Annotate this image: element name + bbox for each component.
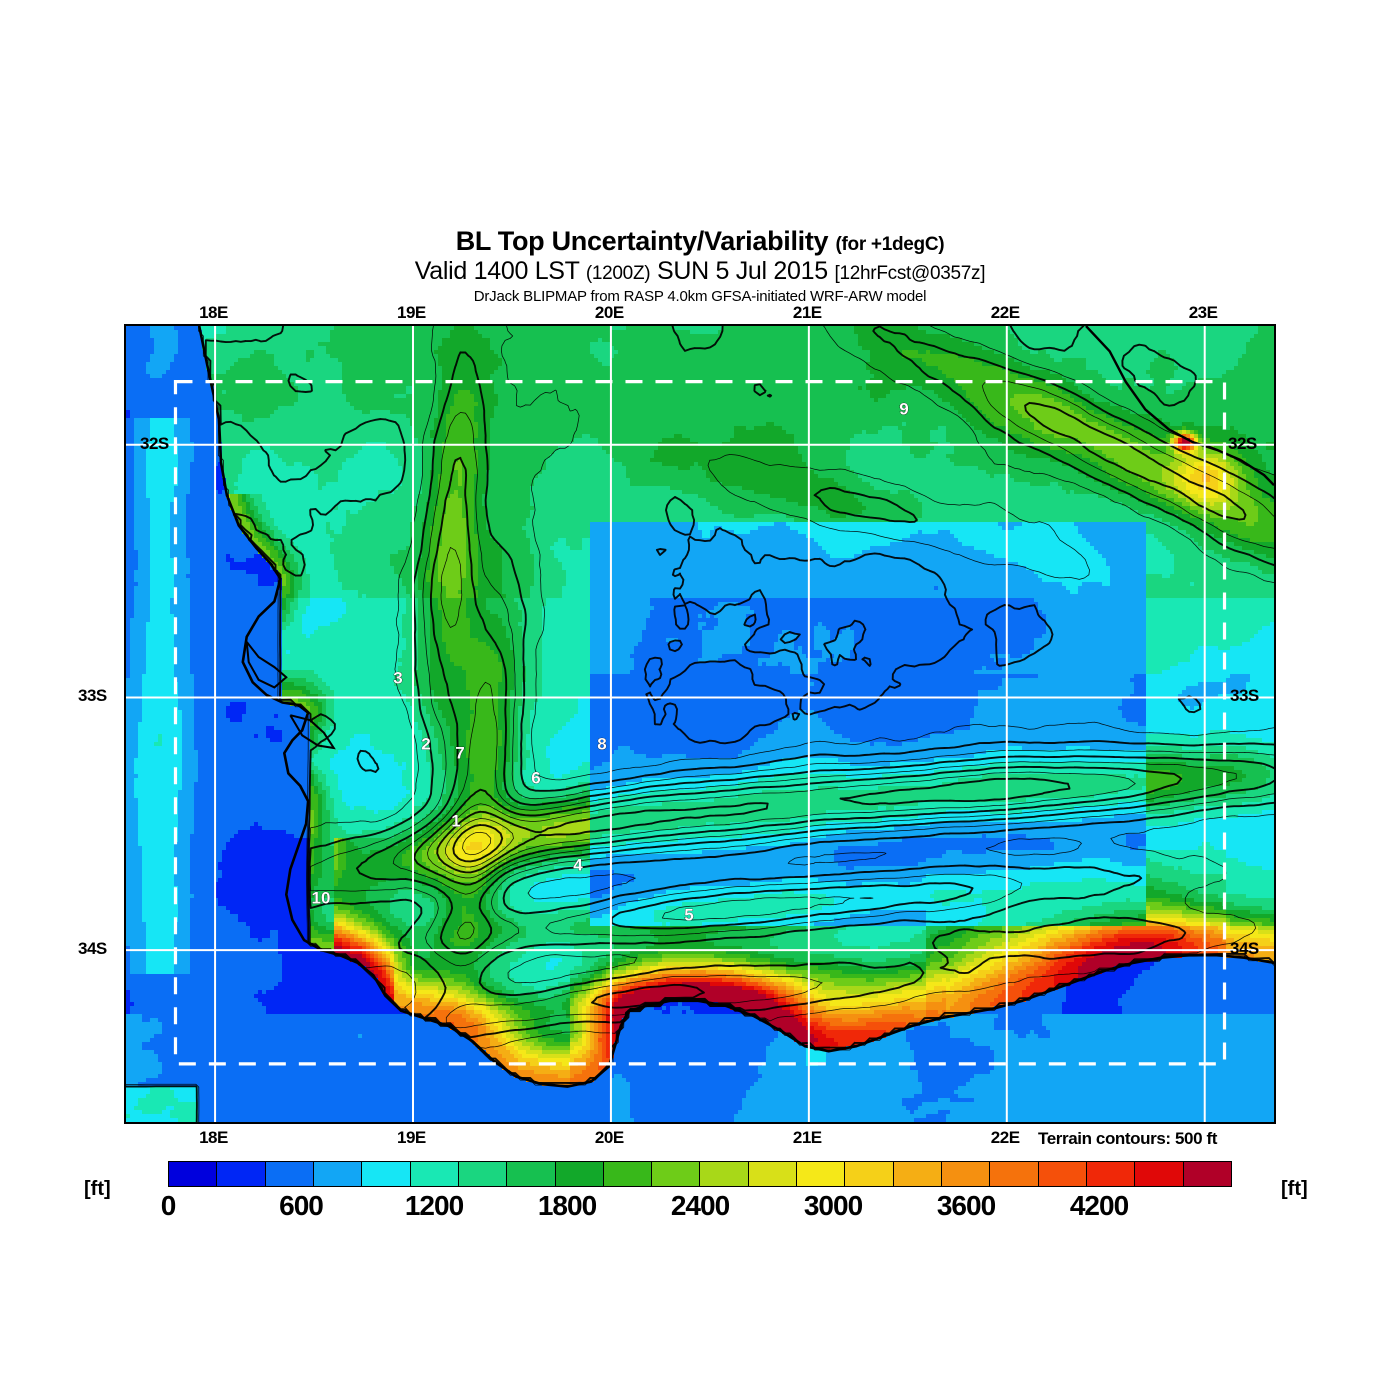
colorbar-swatch-10 — [652, 1162, 701, 1186]
lat-label-left-34S: 34S — [78, 939, 107, 959]
colorbar-tick-3600: 3600 — [936, 1190, 996, 1221]
valid-date: SUN 5 Jul 2015 — [656, 257, 828, 285]
waypoint-6: 6 — [531, 768, 540, 787]
colorbar-tick-2400: 2400 — [670, 1190, 730, 1221]
waypoint-5: 5 — [684, 905, 693, 924]
waypoint-4: 4 — [573, 855, 583, 874]
colorbar-unit-right: [ft] — [1281, 1178, 1308, 1200]
lon-label-bottom-20E: 20E — [594, 1128, 624, 1147]
colorbar-swatch-16 — [942, 1162, 991, 1186]
terrain-contour-note: Terrain contours: 500 ft — [1038, 1129, 1218, 1148]
waypoint-layer: 1 2 3 4 5 6 7 8 9 10 — [311, 399, 909, 925]
lon-label-bottom-19E: 19E — [397, 1128, 426, 1147]
colorbar-tick-0: 0 — [160, 1190, 177, 1221]
waypoint-8: 8 — [597, 734, 606, 753]
waypoint-3: 3 — [393, 668, 402, 687]
waypoint-10: 10 — [312, 888, 331, 907]
colorbar-swatch-18 — [1038, 1162, 1087, 1186]
colorbar-swatch-9 — [603, 1162, 653, 1186]
model-source-line: DrJack BLIPMAP from RASP 4.0km GFSA-init… — [473, 288, 927, 305]
waypoint-9: 9 — [899, 399, 908, 418]
lon-label-top-23E: 23E — [1188, 303, 1218, 322]
colorbar-unit-left: [ft] — [84, 1178, 111, 1200]
lat-label-right-34S: 34S — [1230, 939, 1259, 959]
colorbar-swatch-6 — [458, 1162, 508, 1186]
colorbar-tick-3000: 3000 — [803, 1190, 863, 1221]
lat-label-right-33S: 33S — [1230, 686, 1259, 706]
colorbar-swatch-4 — [362, 1162, 411, 1186]
colorbar-swatch-5 — [410, 1162, 459, 1186]
colorbar-tick-600: 600 — [279, 1190, 324, 1221]
colorbar-swatch-3 — [313, 1162, 363, 1186]
colorbar-swatch-12 — [748, 1162, 798, 1186]
lon-label-top-21E: 21E — [792, 303, 822, 322]
colorbar-swatch-1 — [217, 1162, 266, 1186]
colorbar-tick-4200: 4200 — [1069, 1190, 1129, 1221]
page-title: BL Top Uncertainty/Variability (for +1de… — [0, 228, 1400, 255]
colorbar-swatch-14 — [845, 1162, 894, 1186]
colorbar-swatch-7 — [507, 1162, 556, 1186]
lat-label-left-33S: 33S — [78, 686, 107, 706]
colorbar-swatch-15 — [893, 1162, 942, 1186]
colorbar-swatch-20 — [1135, 1162, 1184, 1186]
waypoint-1: 1 — [451, 811, 460, 830]
colorbar-swatch-21 — [1183, 1162, 1231, 1186]
colorbar-swatch-0 — [169, 1162, 218, 1186]
inner-domain-box — [173, 379, 1227, 1066]
forecast-map[interactable]: 1 2 3 4 5 6 7 8 9 10 — [124, 324, 1276, 1124]
colorbar-swatch-11 — [700, 1162, 749, 1186]
lon-label-top-22E: 22E — [990, 303, 1020, 322]
lat-label-right-32S: 32S — [1228, 433, 1257, 453]
colorbar-tick-1800: 1800 — [537, 1190, 597, 1221]
title-main: BL Top Uncertainty/Variability — [455, 226, 829, 256]
colorbar-swatch-2 — [265, 1162, 314, 1186]
colorbar-swatch-13 — [797, 1162, 846, 1186]
map-canvas: 1 2 3 4 5 6 7 8 9 10 — [126, 326, 1274, 1122]
lat-label-left-32S: 32S — [140, 433, 169, 453]
lon-label-bottom-22E: 22E — [990, 1128, 1020, 1147]
colorbar-swatch-17 — [990, 1162, 1039, 1186]
lon-label-bottom-18E: 18E — [199, 1128, 228, 1147]
valid-prefix: Valid 1400 LST — [414, 257, 580, 285]
valid-z: (1200Z) — [585, 263, 651, 284]
colorbar-swatch-19 — [1086, 1162, 1136, 1186]
lon-label-top-19E: 19E — [397, 303, 426, 322]
forecast-bracket: [12hrFcst@0357z] — [834, 263, 986, 284]
waypoint-7: 7 — [455, 743, 464, 762]
lon-label-top-18E: 18E — [199, 303, 228, 322]
waypoint-2: 2 — [421, 734, 430, 753]
title-block: BL Top Uncertainty/Variability (for +1de… — [0, 228, 1400, 306]
valid-time-line: Valid 1400 LST (1200Z) SUN 5 Jul 2015 [1… — [0, 257, 1400, 285]
colorbar[interactable] — [168, 1161, 1232, 1187]
graticule — [126, 326, 1274, 1122]
title-main-suffix: (for +1degC) — [835, 234, 945, 255]
lon-label-bottom-21E: 21E — [792, 1128, 822, 1147]
lon-label-top-20E: 20E — [594, 303, 624, 322]
colorbar-swatch-8 — [555, 1162, 604, 1186]
colorbar-tick-1200: 1200 — [404, 1190, 464, 1221]
